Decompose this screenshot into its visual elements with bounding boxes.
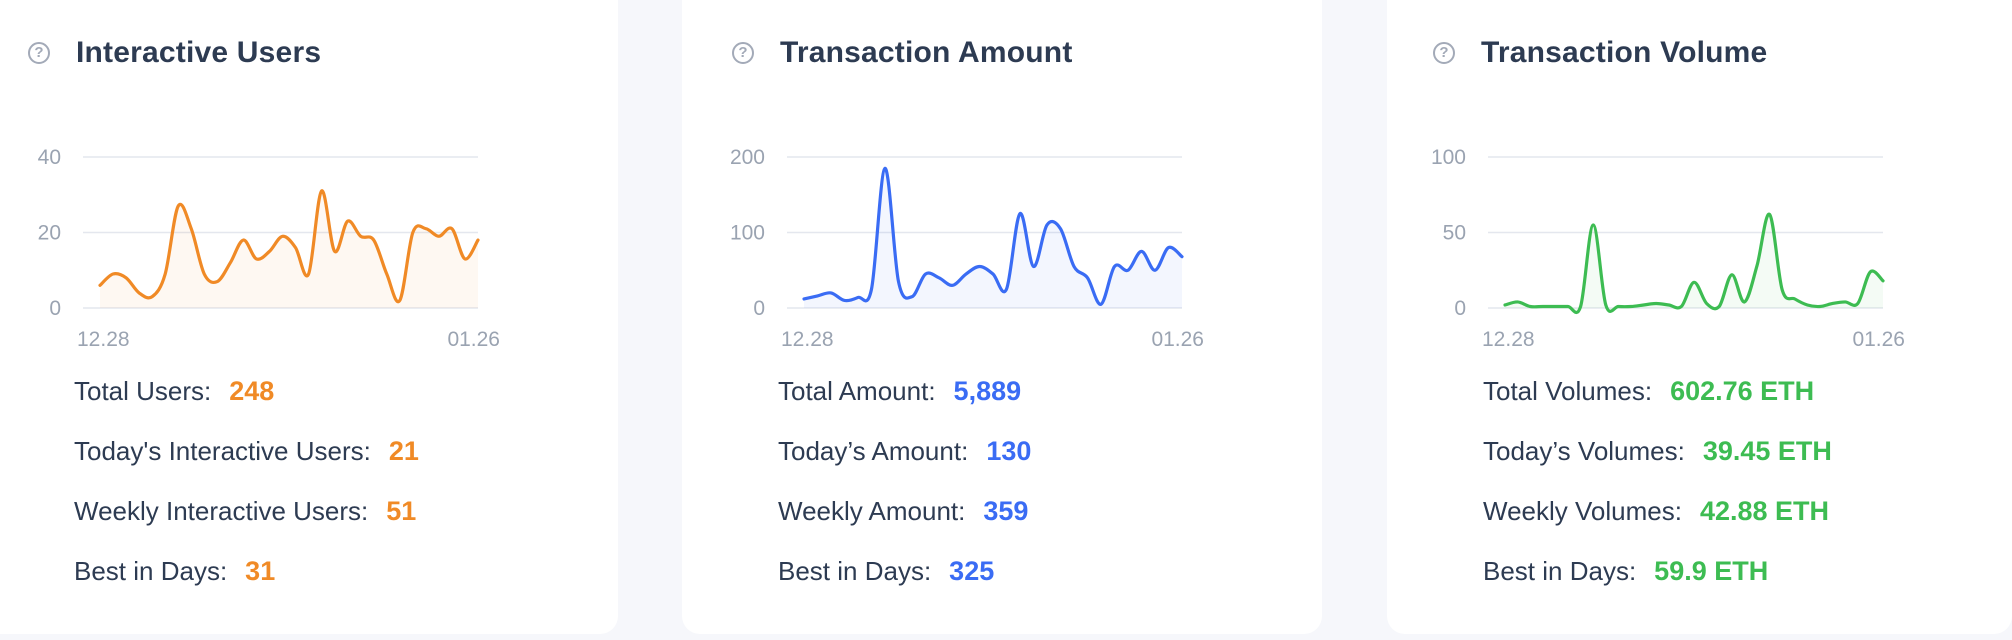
stat-value: 5,889 xyxy=(953,376,1022,406)
card-header: ? Transaction Volume xyxy=(1433,36,1767,70)
series-line xyxy=(802,166,1184,306)
x-tick-label: 01.26 xyxy=(447,328,500,351)
stat-label: Best in Days: xyxy=(1483,556,1637,586)
y-tick-label: 0 xyxy=(49,297,61,320)
stat-value: 21 xyxy=(388,436,419,466)
stat-best-days: Best in Days: 325 xyxy=(778,556,1031,616)
interactive-users-card: ? Interactive Users 0 20 40 12.28 01.26 Tota… xyxy=(0,0,618,634)
y-tick-label: 20 xyxy=(38,222,61,245)
question-circle-icon[interactable]: ? xyxy=(28,42,50,64)
series-area xyxy=(1505,214,1883,313)
stat-total-volumes: Total Volumes: 602.76 ETH xyxy=(1483,376,1832,436)
transaction-volume-chart: 0 50 100 12.28 01.26 xyxy=(1431,146,1905,351)
series-line xyxy=(98,189,480,304)
y-tick-label: 40 xyxy=(38,146,61,169)
y-tick-label: 50 xyxy=(1443,222,1466,245)
y-tick-label: 100 xyxy=(730,222,765,245)
interactive-users-chart: 0 20 40 12.28 01.26 xyxy=(38,146,500,351)
stat-value: 39.45 ETH xyxy=(1702,436,1832,466)
transaction-amount-card: ? Transaction Amount 0 100 200 12.28 01.26 T… xyxy=(682,0,1322,634)
stat-label: Best in Days: xyxy=(74,556,228,586)
stat-label: Today’s Volumes: xyxy=(1483,436,1685,466)
stat-value: 59.9 ETH xyxy=(1654,556,1769,586)
stats-list: Total Volumes: 602.76 ETH Today’s Volumes… xyxy=(1483,376,1832,616)
series-line xyxy=(1503,212,1885,315)
stat-total-amount: Total Amount: 5,889 xyxy=(778,376,1031,436)
stat-value: 130 xyxy=(986,436,1032,466)
card-title: Transaction Amount xyxy=(780,36,1073,69)
transaction-volume-card: ? Transaction Volume 0 50 100 12.28 01.26 To… xyxy=(1387,0,2012,634)
series-area xyxy=(100,190,478,308)
stat-label: Total Volumes: xyxy=(1483,376,1653,406)
stat-value: 359 xyxy=(983,496,1029,526)
stat-value: 325 xyxy=(949,556,995,586)
stat-best-days: Best in Days: 59.9 ETH xyxy=(1483,556,1832,616)
stat-label: Best in Days: xyxy=(778,556,932,586)
stat-label: Weekly Volumes: xyxy=(1483,496,1682,526)
stat-weekly-volumes: Weekly Volumes: 42.88 ETH xyxy=(1483,496,1832,556)
stat-value: 602.76 ETH xyxy=(1670,376,1815,406)
stat-today-users: Today's Interactive Users: 21 xyxy=(74,436,419,496)
card-header: ? Transaction Amount xyxy=(732,36,1073,70)
transaction-amount-chart: 0 100 200 12.28 01.26 xyxy=(730,146,1204,351)
stat-weekly-amount: Weekly Amount: 359 xyxy=(778,496,1031,556)
stat-label: Total Amount: xyxy=(778,376,936,406)
stat-value: 31 xyxy=(245,556,276,586)
y-tick-label: 100 xyxy=(1431,146,1466,169)
y-tick-label: 0 xyxy=(753,297,765,320)
stat-weekly-users: Weekly Interactive Users: 51 xyxy=(74,496,419,556)
stat-label: Today's Interactive Users: xyxy=(74,436,371,466)
x-tick-label: 12.28 xyxy=(77,328,130,351)
x-tick-label: 12.28 xyxy=(781,328,834,351)
stat-label: Weekly Amount: xyxy=(778,496,966,526)
stat-value: 248 xyxy=(229,376,275,406)
y-tick-label: 200 xyxy=(730,146,765,169)
stat-label: Weekly Interactive Users: xyxy=(74,496,369,526)
x-tick-label: 12.28 xyxy=(1482,328,1535,351)
card-header: ? Interactive Users xyxy=(28,36,321,70)
series-area xyxy=(804,168,1182,308)
question-circle-icon[interactable]: ? xyxy=(732,42,754,64)
stat-label: Today’s Amount: xyxy=(778,436,969,466)
stat-label: Total Users: xyxy=(74,376,212,406)
stat-best-days: Best in Days: 31 xyxy=(74,556,419,616)
stat-today-amount: Today’s Amount: 130 xyxy=(778,436,1031,496)
card-title: Interactive Users xyxy=(76,36,322,69)
stat-total-users: Total Users: 248 xyxy=(74,376,419,436)
card-title: Transaction Volume xyxy=(1481,36,1768,69)
x-tick-label: 01.26 xyxy=(1151,328,1204,351)
y-tick-label: 0 xyxy=(1454,297,1466,320)
stat-today-volumes: Today’s Volumes: 39.45 ETH xyxy=(1483,436,1832,496)
stats-list: Total Amount: 5,889 Today’s Amount: 130 We… xyxy=(778,376,1031,616)
stat-value: 51 xyxy=(386,496,417,526)
question-circle-icon[interactable]: ? xyxy=(1433,42,1455,64)
stats-list: Total Users: 248 Today's Interactive User… xyxy=(74,376,419,616)
x-tick-label: 01.26 xyxy=(1852,328,1905,351)
stat-value: 42.88 ETH xyxy=(1699,496,1830,526)
